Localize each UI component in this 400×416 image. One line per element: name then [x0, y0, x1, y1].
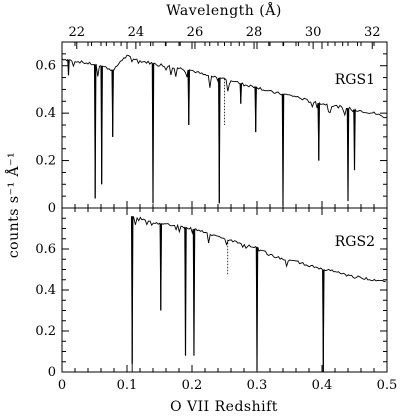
x-tick-label: 0.1	[117, 378, 138, 393]
top-tick-label: 22	[68, 25, 85, 40]
top-tick-label: 28	[246, 25, 263, 40]
y-tick-label: 0.6	[35, 242, 56, 257]
top-tick-label: 30	[305, 25, 322, 40]
y-tick-label: 0	[48, 365, 56, 380]
top-tick-label: 24	[128, 25, 145, 40]
top-tick-label: 32	[364, 25, 381, 40]
panel-label: RGS2	[335, 234, 375, 250]
top-axis-label: Wavelength (Å)	[166, 1, 282, 19]
y-tick-label: 0.6	[35, 59, 56, 74]
panel-rgs1: 0 0.2 0.4 0.6 RGS1	[35, 41, 388, 216]
panel-label: RGS1	[335, 72, 375, 88]
y-tick-label: 0.4	[35, 106, 56, 121]
y-tick-label: 0.2	[35, 324, 56, 339]
top-tick-label: 26	[187, 25, 204, 40]
x-tick-label: 0.5	[377, 378, 398, 393]
x-tick-label: 0.4	[312, 378, 333, 393]
y-tick-label: 0	[48, 201, 56, 216]
y-tick-label: 0.2	[35, 154, 56, 169]
y-tick-label: 0.4	[35, 283, 56, 298]
x-tick-label: 0.2	[182, 378, 203, 393]
panel-rgs2: 0 0.2 0.4 0.6 RGS2	[35, 207, 388, 380]
x-axis-label: O VII Redshift	[170, 399, 278, 415]
x-tick-label: 0	[58, 378, 66, 393]
y-axis-label: counts s⁻¹ Å⁻¹	[4, 152, 22, 258]
spectrum-line	[130, 215, 386, 373]
x-tick-label: 0.3	[247, 378, 268, 393]
panel-frame	[61, 207, 388, 373]
